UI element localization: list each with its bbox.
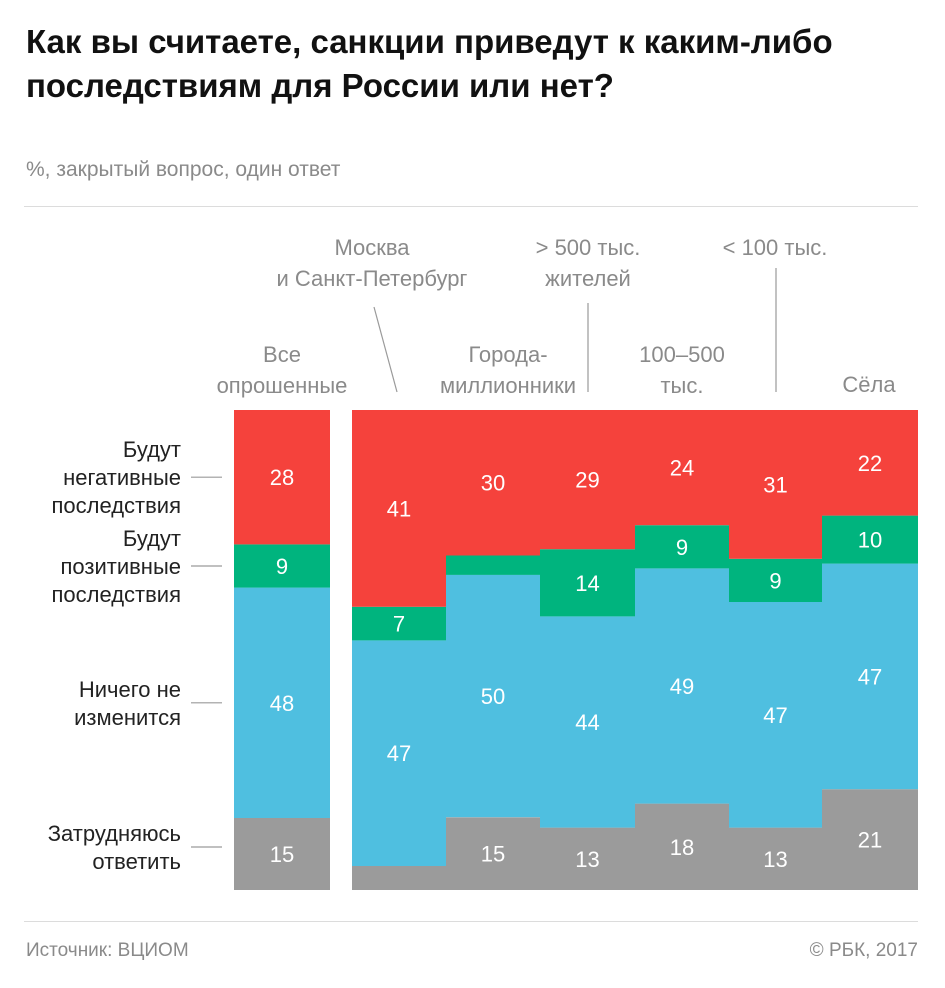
category-label: опрошенные [217,373,348,398]
bar-value-label: 29 [575,468,599,493]
legend-label: Затрудняюсь [48,821,181,846]
bar-segment [234,544,330,588]
bar-value-label: 15 [481,842,505,867]
bar-segment [234,818,330,890]
category-label: < 100 тыс. [723,235,828,260]
legend-label: Будут [123,437,181,462]
bar-value-label: 47 [763,703,787,728]
bar-value-label: 10 [858,528,882,553]
bar-value-label: 31 [763,472,787,497]
bar-segment [446,410,540,556]
category-label: 100–500 [639,342,725,367]
bar-segment [540,616,635,828]
bar-value-label: 49 [670,674,694,699]
bar-value-label: 14 [575,571,599,596]
bar-segment [635,568,729,804]
category-label: Москва [334,235,410,260]
bar-segment [540,410,635,550]
top-divider [24,206,918,207]
bar-value-label: 28 [270,465,294,490]
legend-label: ответить [92,849,181,874]
legend-label: изменится [74,705,181,730]
bar-value-label: 18 [670,835,694,860]
category-label: Сёла [842,372,896,397]
bar-value-label: 30 [481,471,505,496]
bar-value-label: 13 [575,847,599,872]
bar-segment [822,410,918,516]
chart-subtitle: %, закрытый вопрос, один ответ [26,158,341,181]
category-label: миллионники [440,373,576,398]
category-leader-line [373,306,398,393]
bar-segment [540,549,635,617]
bar-segment [352,866,446,890]
bar-segment [822,789,918,890]
bar-segment [729,827,822,890]
bar-segment [540,827,635,890]
bar-value-label: 9 [769,568,781,593]
bar-value-label: 7 [393,612,405,637]
bar-segment [446,817,540,890]
bar-value-label: 15 [270,842,294,867]
bar-segment [234,587,330,818]
bar-value-label: 9 [276,554,288,579]
category-label: > 500 тыс. [536,235,641,260]
bar-segment [352,606,446,641]
category-label: и Санкт-Петербург [277,266,468,291]
bar-value-label: 47 [387,741,411,766]
bar-segment [729,602,822,828]
legend-label: последствия [51,582,181,607]
bar-value-label: 41 [387,496,411,521]
category-label: жителей [545,266,631,291]
bar-segment [352,640,446,866]
bar-segment [234,410,330,545]
legend-label: Ничего не [79,677,181,702]
legend-label: Будут [123,526,181,551]
chart-title: Как вы считаете, санкции приведут к каки… [26,23,833,104]
bar-value-label: 47 [858,664,882,689]
bar-value-label: 44 [575,710,599,735]
bar-segment [446,574,540,818]
bar-segment [352,410,446,607]
bar-value-label: 9 [676,535,688,560]
legend-label: негативные [63,465,181,490]
bar-segment [822,515,918,564]
bar-segment [635,525,729,569]
legend-label: позитивные [60,554,181,579]
category-label: тыс. [660,373,703,398]
bar-segment [822,563,918,790]
category-label: Все [263,342,301,367]
bar-segment [729,558,822,602]
bar-segment [729,410,822,559]
category-label: Города- [468,342,547,367]
bottom-divider [24,921,918,922]
bar-value-label: 21 [858,828,882,853]
copyright-note: © РБК, 2017 [809,940,918,961]
bar-segment [446,555,540,575]
legend-label: последствия [51,493,181,518]
bar-segment [635,410,729,526]
bar-value-label: 50 [481,684,505,709]
source-note: Источник: ВЦИОМ [26,940,189,961]
bar-value-label: 24 [670,456,694,481]
bar-value-label: 22 [858,451,882,476]
bar-segment [635,803,729,890]
bar-value-label: 13 [763,847,787,872]
bar-value-label: 48 [270,691,294,716]
